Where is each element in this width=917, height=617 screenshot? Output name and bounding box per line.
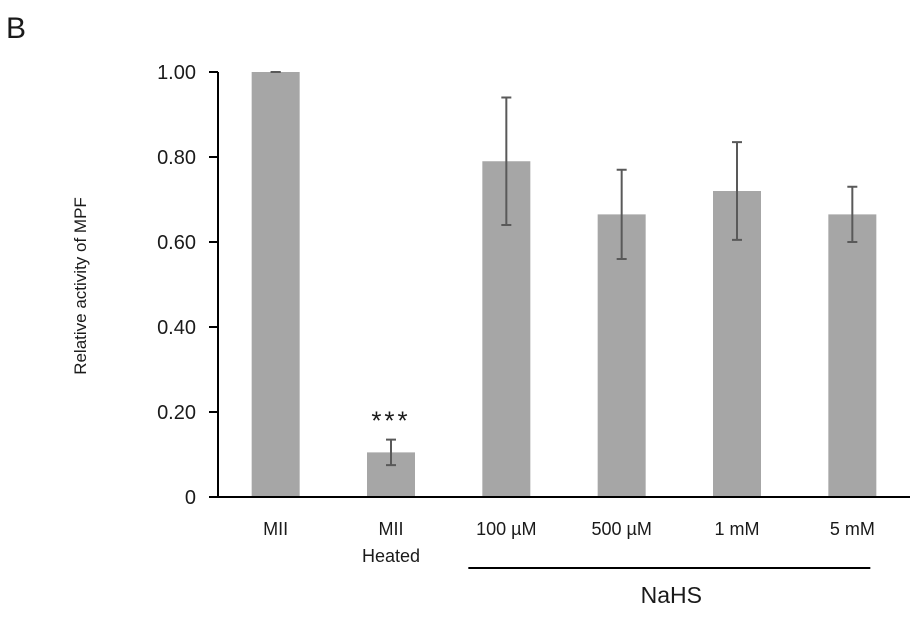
bar [251, 72, 300, 497]
y-tick-label: 0.20 [157, 402, 196, 424]
y-axis-label: Relative activity of MPF [71, 197, 90, 375]
x-tick-label-line: Heated [362, 546, 420, 566]
x-tick-label: 1 mM [715, 519, 760, 539]
y-tick-label: 0.80 [157, 147, 196, 169]
significance-mark: *** [371, 406, 410, 436]
significance-marks: *** [371, 406, 410, 436]
error-bars [270, 71, 858, 467]
error-bar [501, 96, 512, 226]
y-ticks: 0 0.20 0.40 0.60 0.80 1.00 [157, 62, 218, 509]
bars [251, 72, 877, 497]
y-tick-label: 0 [185, 487, 196, 509]
x-tick-label: 100 µM [476, 519, 536, 539]
y-tick-label: 0.40 [157, 317, 196, 339]
x-tick-label: 500 µM [591, 519, 651, 539]
bar [828, 214, 877, 497]
x-tick-label-line: 500 µM [591, 519, 651, 539]
x-tick-label: MII Heated [362, 519, 420, 566]
error-bar [386, 438, 396, 467]
x-tick-label: MII [263, 519, 288, 539]
x-tick-labels: MII MII Heated 100 µM 500 µM 1 mM 5 mM [263, 519, 875, 566]
x-tick-label-line: 5 mM [830, 519, 875, 539]
x-tick-label-line: MII [379, 519, 404, 539]
y-tick-label: 0.60 [157, 232, 196, 254]
error-bar [847, 185, 858, 243]
bar [597, 214, 646, 497]
x-tick-label-line: MII [263, 519, 288, 539]
group-label: NaHS [641, 582, 702, 608]
bar [713, 191, 761, 497]
x-tick-label-line: 1 mM [715, 519, 760, 539]
y-tick-label: 1.00 [157, 62, 196, 84]
error-bar [616, 168, 627, 260]
x-tick-label-line: 100 µM [476, 519, 536, 539]
panel-label: B [6, 12, 26, 45]
x-tick-label: 5 mM [830, 519, 875, 539]
error-bar [732, 141, 742, 241]
